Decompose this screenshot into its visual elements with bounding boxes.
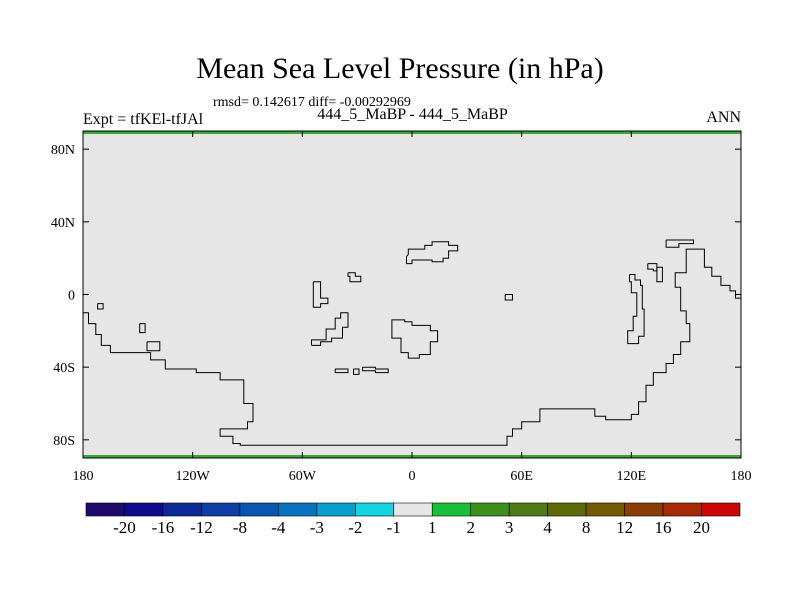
chart-title: Mean Sea Level Pressure (in hPa) — [196, 52, 604, 85]
colorbar-label-1: -16 — [152, 518, 175, 537]
coastline-7 — [334, 368, 349, 374]
colorbar-label-15: 20 — [693, 518, 710, 537]
colorbar: -20 -16 -12 -8 -4 -3 -2 -1 1 2 3 4 8 12 16 20 — [85, 502, 741, 537]
x-tick-label-1: 120W — [176, 469, 211, 484]
coastline-0 — [83, 248, 741, 446]
coastline-15 — [656, 266, 663, 283]
coastline-16 — [665, 239, 694, 248]
coastline-3 — [146, 341, 161, 352]
colorbar-label-13: 12 — [616, 518, 633, 537]
colorbar-label-3: -8 — [233, 518, 247, 537]
coastline-14 — [647, 263, 658, 272]
season-label: ANN — [706, 109, 741, 126]
colorbar-box-5 — [278, 502, 318, 517]
colorbar-box-9 — [431, 502, 472, 517]
colorbar-box-3 — [201, 502, 241, 517]
colorbar-label-12: 8 — [582, 518, 591, 537]
coastline-2 — [139, 323, 146, 334]
colorbar-box-16 — [701, 502, 741, 517]
x-tick-label-3: 0 — [409, 469, 416, 484]
x-tick-label-0: 180 — [73, 469, 94, 484]
colorbar-box-7 — [354, 502, 395, 517]
colorbar-label-2: -12 — [190, 518, 213, 537]
colorbar-box-15 — [662, 502, 702, 517]
coastline-11 — [406, 241, 459, 265]
colorbar-box-8 — [393, 502, 433, 517]
stats-line: rmsd= 0.142617 diff= -0.00292969 — [213, 95, 411, 110]
colorbar-box-6 — [316, 502, 356, 517]
y-tick-label-1: 40N — [51, 216, 75, 231]
coastline-13 — [627, 274, 645, 345]
experiment-label: Expt = tfKEl-tfJAl — [83, 111, 204, 128]
colorbar-box-14 — [624, 502, 664, 517]
y-tick-label-0: 80N — [51, 143, 75, 158]
colorbar-label-7: -1 — [387, 518, 401, 537]
coastline-9 — [391, 319, 439, 359]
colorbar-label-5: -3 — [310, 518, 324, 537]
coastline-1 — [97, 303, 104, 310]
colorbar-box-1 — [124, 502, 164, 517]
colorbar-box-4 — [239, 502, 279, 517]
y-tick-label-2: 0 — [68, 289, 75, 304]
coastline-12 — [504, 294, 513, 301]
colorbar-label-9: 2 — [466, 518, 475, 537]
coastline-8 — [353, 368, 360, 375]
x-tick-label-2: 60W — [289, 469, 317, 484]
colorbar-box-10 — [470, 502, 510, 517]
colorbar-label-11: 4 — [543, 518, 552, 537]
colorbar-label-0: -20 — [113, 518, 136, 537]
coastline-6 — [347, 272, 362, 283]
colorbar-label-4: -4 — [271, 518, 286, 537]
coastline-4 — [312, 281, 329, 308]
coastline-5 — [311, 312, 349, 346]
colorbar-label-14: 16 — [655, 518, 672, 537]
colorbar-box-12 — [547, 502, 587, 517]
y-tick-label-3: 40S — [53, 361, 75, 376]
colorbar-label-8: 1 — [428, 518, 437, 537]
x-tick-label-4: 60E — [510, 469, 533, 484]
colorbar-label-6: -2 — [348, 518, 362, 537]
colorbar-box-11 — [508, 502, 548, 517]
chart-subtitle: 444_5_MaBP - 444_5_MaBP — [317, 106, 508, 123]
y-tick-label-4: 80S — [53, 434, 75, 449]
colorbar-box-2 — [162, 502, 202, 517]
colorbar-box-0 — [85, 502, 125, 517]
colorbar-label-10: 3 — [505, 518, 514, 537]
coastline-10 — [362, 366, 389, 374]
x-tick-label-6: 180 — [731, 469, 752, 484]
colorbar-box-13 — [585, 502, 625, 517]
x-tick-label-5: 120E — [617, 469, 647, 484]
field-fill — [83, 131, 741, 458]
